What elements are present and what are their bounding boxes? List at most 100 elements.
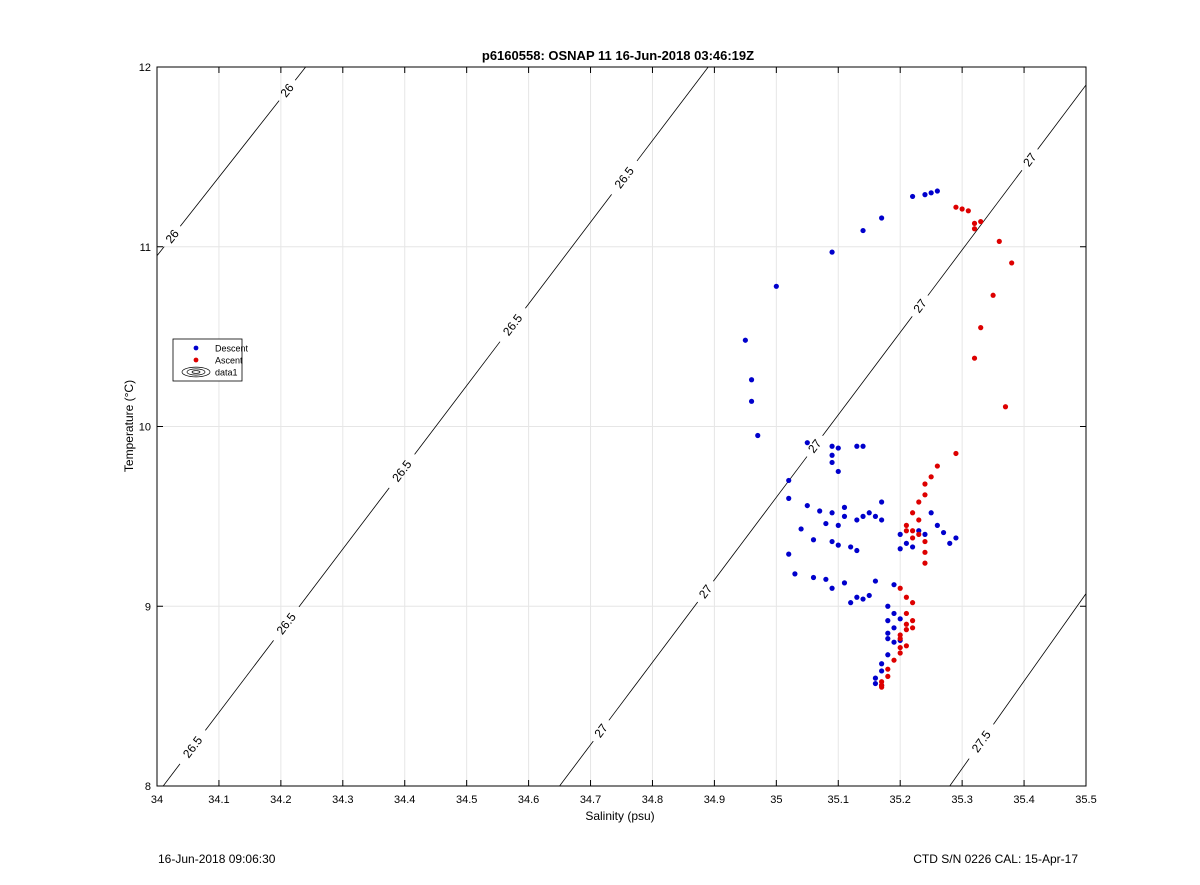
x-tick-label: 34.2: [270, 794, 291, 806]
data-point: [854, 443, 860, 449]
data-point: [990, 292, 996, 298]
data-point: [922, 560, 928, 566]
data-point: [879, 517, 885, 523]
data-series: [742, 188, 1015, 690]
data-point: [928, 190, 934, 196]
x-tick-label: 35.3: [951, 794, 972, 806]
y-tick-label: 10: [139, 422, 151, 434]
data-point: [947, 540, 953, 546]
data-point: [891, 639, 897, 645]
data-point: [953, 204, 959, 210]
series-descent: [742, 188, 959, 688]
footer-timestamp: 16-Jun-2018 09:06:30: [158, 852, 276, 866]
contour-label: 27: [805, 436, 824, 455]
data-point: [823, 576, 829, 582]
contour-line: [157, 246, 165, 256]
data-point: [885, 618, 891, 624]
data-point: [879, 668, 885, 674]
data-point: [897, 546, 903, 552]
data-point: [909, 535, 916, 541]
y-tick-label: 11: [140, 242, 151, 254]
data-point: [786, 551, 792, 557]
data-point: [748, 398, 755, 404]
data-point: [953, 535, 959, 541]
contour-label: 26: [163, 227, 182, 246]
x-tick-label: 35.5: [1075, 794, 1096, 806]
y-tick-label: 8: [145, 781, 151, 793]
data-point: [829, 510, 835, 516]
contour-line: [414, 341, 501, 455]
x-tick-label: 34: [151, 794, 163, 806]
chart-title: p6160558: OSNAP 11 16-Jun-2018 03:46:19Z: [482, 48, 754, 63]
data-point: [934, 188, 940, 194]
data-point: [817, 508, 823, 514]
data-point: [978, 325, 984, 331]
data-point: [841, 504, 848, 510]
data-point: [891, 657, 897, 663]
data-point: [903, 528, 909, 534]
data-point: [786, 495, 792, 501]
data-point: [940, 529, 947, 536]
data-point: [903, 621, 909, 627]
contour-label: 26.5: [612, 164, 637, 191]
data-point: [897, 616, 903, 622]
data-point: [841, 513, 848, 519]
legend-marker: [193, 345, 199, 351]
data-point: [909, 193, 916, 200]
data-point: [748, 377, 755, 383]
data-point: [916, 528, 922, 534]
contour-line: [713, 456, 808, 582]
data-point: [860, 513, 866, 519]
data-point: [885, 673, 891, 679]
data-point: [903, 627, 909, 633]
series-ascent: [879, 204, 1015, 690]
data-point: [810, 537, 817, 543]
legend-contour-marker: [186, 368, 206, 376]
data-point: [885, 603, 891, 609]
y-tick-label: 9: [145, 601, 151, 613]
x-tick-label: 34.7: [580, 794, 601, 806]
data-point: [829, 249, 835, 255]
x-tick-label: 34.1: [208, 794, 229, 806]
data-point: [860, 596, 866, 602]
footer-instrument-info: CTD S/N 0226 CAL: 15-Apr-17: [913, 852, 1078, 866]
data-point: [897, 632, 903, 638]
data-point: [829, 459, 835, 466]
data-point: [897, 585, 903, 591]
data-point: [885, 666, 891, 672]
legend-label: Descent: [215, 344, 249, 354]
data-point: [959, 206, 965, 212]
data-point: [916, 517, 922, 523]
data-point: [897, 531, 903, 537]
legend: Descent Ascent data1: [172, 338, 249, 382]
data-point: [1002, 404, 1009, 410]
data-point: [854, 594, 860, 600]
data-point: [848, 544, 854, 550]
data-point: [922, 549, 928, 555]
data-point: [934, 522, 940, 528]
data-point: [879, 499, 885, 505]
x-tick-label: 35.4: [1013, 794, 1034, 806]
data-point: [755, 432, 761, 439]
data-point: [786, 477, 792, 484]
data-point: [879, 661, 885, 667]
data-point: [903, 643, 909, 649]
data-point: [996, 238, 1002, 244]
data-point: [835, 468, 841, 475]
contour-label: 27: [591, 721, 610, 740]
data-point: [903, 594, 909, 600]
data-point: [934, 463, 940, 469]
data-point: [773, 283, 779, 289]
data-point: [835, 445, 841, 451]
data-point: [971, 226, 978, 232]
x-tick-label: 34.3: [332, 794, 353, 806]
legend-contour-marker: [181, 366, 211, 378]
data-point: [928, 474, 934, 480]
data-point: [792, 571, 798, 577]
contour-line: [525, 194, 612, 309]
data-point: [897, 650, 903, 656]
data-point: [829, 443, 835, 449]
contour-label: 26.5: [180, 733, 205, 760]
x-tick-label: 35.2: [889, 794, 910, 806]
